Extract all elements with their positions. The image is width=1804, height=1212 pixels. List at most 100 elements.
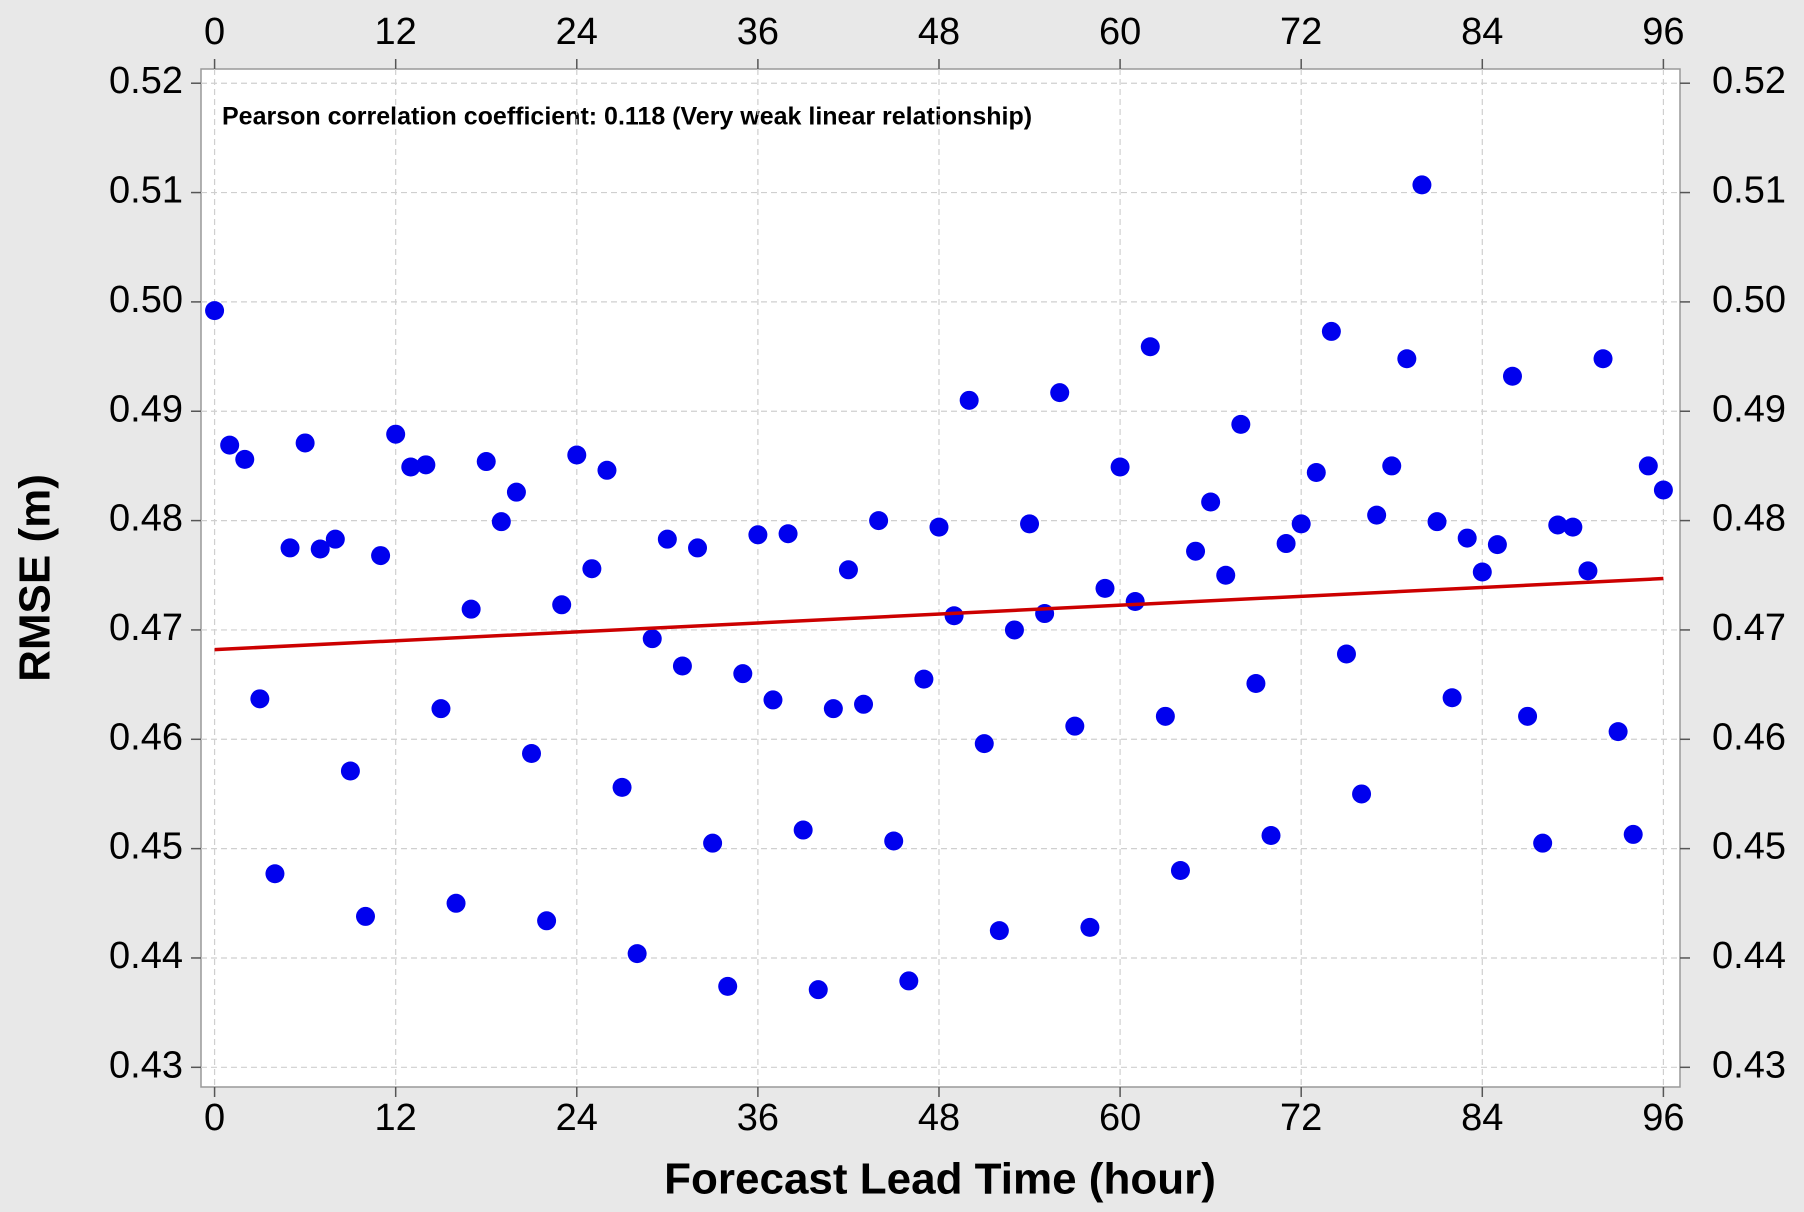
x-tick-label: 36 bbox=[737, 1097, 779, 1139]
point bbox=[1261, 826, 1281, 846]
y2-tick-label: 0.49 bbox=[1712, 388, 1786, 430]
y2-tick-label: 0.44 bbox=[1712, 935, 1786, 977]
trend-line bbox=[214, 576, 1664, 652]
plot-area bbox=[200, 68, 1681, 1088]
point bbox=[1638, 456, 1658, 476]
x-tick-label: 84 bbox=[1461, 1097, 1503, 1139]
point bbox=[838, 560, 858, 580]
point bbox=[265, 864, 285, 884]
point bbox=[582, 559, 602, 579]
point bbox=[1563, 517, 1583, 537]
point bbox=[446, 893, 466, 913]
y2-tick-label: 0.51 bbox=[1712, 170, 1786, 212]
point bbox=[1201, 492, 1221, 512]
point bbox=[672, 656, 692, 676]
point bbox=[567, 445, 587, 465]
x2-tick-label: 48 bbox=[918, 11, 960, 53]
point bbox=[748, 525, 768, 545]
point bbox=[506, 482, 526, 502]
point bbox=[1336, 644, 1356, 664]
y-tick-label: 0.50 bbox=[109, 279, 183, 321]
point bbox=[1608, 722, 1628, 742]
point bbox=[733, 664, 753, 684]
point bbox=[703, 833, 723, 853]
point bbox=[597, 460, 617, 480]
point bbox=[657, 529, 677, 549]
point bbox=[1397, 349, 1417, 369]
point bbox=[793, 820, 813, 840]
point bbox=[1367, 505, 1387, 525]
point bbox=[688, 538, 708, 558]
point bbox=[416, 455, 436, 475]
y2-tick-label: 0.43 bbox=[1712, 1044, 1786, 1086]
x-tick-label: 48 bbox=[918, 1097, 960, 1139]
y-tick-label: 0.48 bbox=[109, 498, 183, 540]
point bbox=[1020, 514, 1040, 534]
point bbox=[461, 599, 481, 619]
y-tick-label: 0.49 bbox=[109, 388, 183, 430]
y2-tick-label: 0.52 bbox=[1712, 60, 1786, 102]
x2-tick-label: 0 bbox=[204, 11, 225, 53]
point bbox=[522, 743, 542, 763]
point bbox=[310, 539, 330, 559]
y2-tick-label: 0.50 bbox=[1712, 279, 1786, 321]
y-tick-label: 0.45 bbox=[109, 826, 183, 868]
y2-tick-label: 0.46 bbox=[1712, 716, 1786, 758]
point bbox=[1095, 578, 1115, 598]
y2-tick-label: 0.47 bbox=[1712, 607, 1786, 649]
point bbox=[1004, 620, 1024, 640]
point bbox=[763, 690, 783, 710]
point bbox=[250, 689, 270, 709]
point bbox=[1140, 337, 1160, 357]
point bbox=[1578, 561, 1598, 581]
point bbox=[1457, 528, 1477, 548]
point bbox=[1276, 534, 1296, 554]
point bbox=[491, 512, 511, 532]
point bbox=[1246, 674, 1266, 694]
point bbox=[989, 921, 1009, 941]
y-tick-label: 0.47 bbox=[109, 607, 183, 649]
point bbox=[1442, 688, 1462, 708]
point bbox=[974, 734, 994, 754]
point bbox=[1306, 462, 1326, 482]
point bbox=[854, 694, 874, 714]
point bbox=[808, 980, 828, 1000]
point bbox=[1487, 535, 1507, 555]
point bbox=[1125, 592, 1145, 612]
point bbox=[1548, 515, 1568, 535]
point bbox=[401, 457, 421, 477]
x2-tick-label: 36 bbox=[737, 11, 779, 53]
y2-tick-label: 0.45 bbox=[1712, 826, 1786, 868]
point bbox=[1593, 349, 1613, 369]
point bbox=[1216, 565, 1236, 585]
x-tick-label: 24 bbox=[556, 1097, 598, 1139]
point bbox=[356, 906, 376, 926]
point bbox=[1533, 833, 1553, 853]
point bbox=[627, 944, 647, 964]
point bbox=[1321, 321, 1341, 341]
y-tick-label: 0.43 bbox=[109, 1044, 183, 1086]
x-tick-label: 0 bbox=[204, 1097, 225, 1139]
point bbox=[220, 435, 240, 455]
point bbox=[1186, 541, 1206, 561]
x2-tick-label: 96 bbox=[1642, 11, 1684, 53]
point bbox=[1382, 456, 1402, 476]
y-tick-label: 0.51 bbox=[109, 170, 183, 212]
point bbox=[718, 976, 738, 996]
point bbox=[1170, 860, 1190, 880]
point bbox=[1518, 706, 1538, 726]
point bbox=[899, 971, 919, 991]
point bbox=[1231, 414, 1251, 434]
point bbox=[778, 524, 798, 544]
point bbox=[1352, 784, 1372, 804]
x-tick-label: 60 bbox=[1099, 1097, 1141, 1139]
point bbox=[537, 911, 557, 931]
point bbox=[386, 424, 406, 444]
point bbox=[235, 449, 255, 469]
y-tick-label: 0.44 bbox=[109, 935, 183, 977]
x-tick-label: 96 bbox=[1642, 1097, 1684, 1139]
point bbox=[325, 529, 345, 549]
point bbox=[1427, 512, 1447, 532]
point bbox=[612, 777, 632, 797]
point bbox=[1653, 480, 1673, 500]
